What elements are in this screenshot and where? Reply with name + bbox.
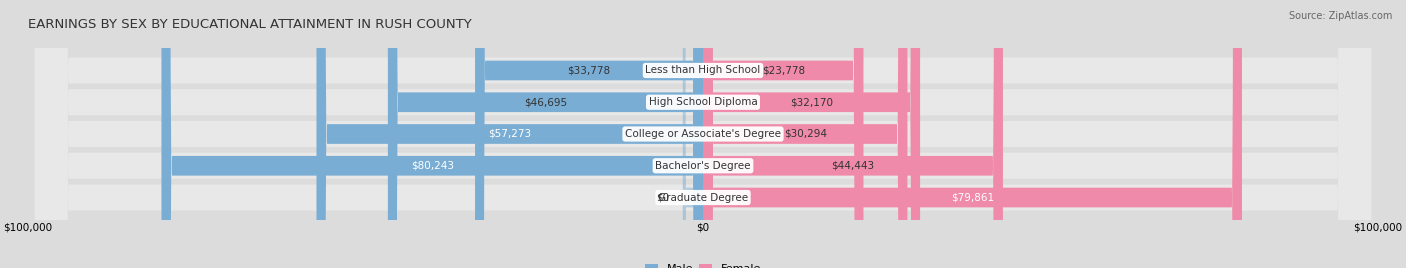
FancyBboxPatch shape	[162, 0, 703, 268]
Text: Bachelor's Degree: Bachelor's Degree	[655, 161, 751, 171]
FancyBboxPatch shape	[703, 0, 1002, 268]
Text: High School Diploma: High School Diploma	[648, 97, 758, 107]
FancyBboxPatch shape	[316, 0, 703, 268]
FancyBboxPatch shape	[475, 0, 703, 268]
Text: Graduate Degree: Graduate Degree	[658, 192, 748, 203]
Text: $46,695: $46,695	[524, 97, 567, 107]
Text: $79,861: $79,861	[950, 192, 994, 203]
FancyBboxPatch shape	[703, 0, 920, 268]
Text: $80,243: $80,243	[411, 161, 454, 171]
FancyBboxPatch shape	[35, 0, 1371, 268]
Text: College or Associate's Degree: College or Associate's Degree	[626, 129, 780, 139]
FancyBboxPatch shape	[388, 0, 703, 268]
Text: $30,294: $30,294	[783, 129, 827, 139]
Text: Source: ZipAtlas.com: Source: ZipAtlas.com	[1288, 11, 1392, 21]
FancyBboxPatch shape	[703, 0, 863, 268]
Text: $33,778: $33,778	[568, 65, 610, 76]
FancyBboxPatch shape	[703, 0, 907, 268]
FancyBboxPatch shape	[35, 0, 1371, 268]
Text: EARNINGS BY SEX BY EDUCATIONAL ATTAINMENT IN RUSH COUNTY: EARNINGS BY SEX BY EDUCATIONAL ATTAINMEN…	[28, 18, 472, 31]
Text: $0: $0	[657, 192, 669, 203]
FancyBboxPatch shape	[683, 0, 703, 268]
Text: $32,170: $32,170	[790, 97, 832, 107]
FancyBboxPatch shape	[703, 0, 1241, 268]
Text: Less than High School: Less than High School	[645, 65, 761, 76]
Text: $57,273: $57,273	[488, 129, 531, 139]
FancyBboxPatch shape	[35, 0, 1371, 268]
Legend: Male, Female: Male, Female	[644, 264, 762, 268]
FancyBboxPatch shape	[35, 0, 1371, 268]
Text: $44,443: $44,443	[831, 161, 875, 171]
FancyBboxPatch shape	[35, 0, 1371, 268]
Text: $23,778: $23,778	[762, 65, 804, 76]
